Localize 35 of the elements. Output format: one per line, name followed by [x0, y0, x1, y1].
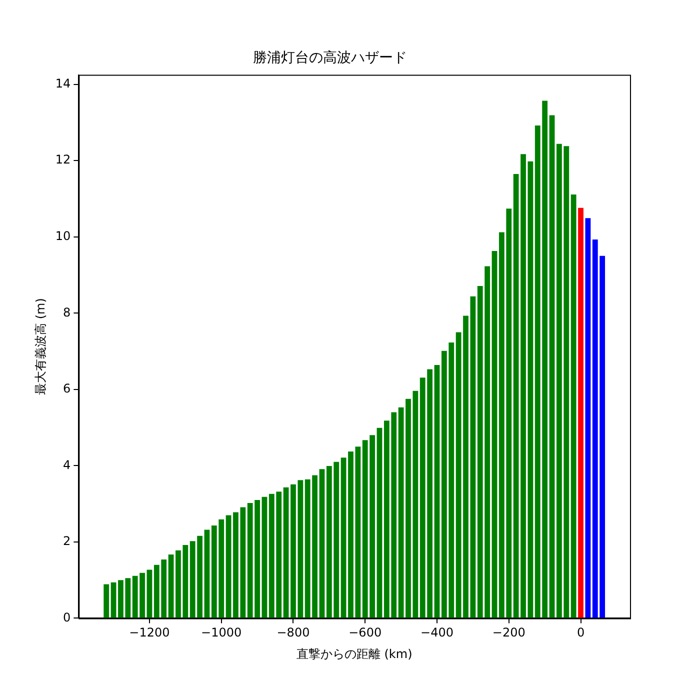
bar	[578, 208, 584, 618]
bar	[340, 458, 346, 618]
x-tick-label: 0	[576, 626, 585, 640]
bar	[492, 250, 498, 618]
bar	[376, 428, 382, 618]
bar	[262, 496, 268, 618]
bar	[585, 218, 591, 618]
bar	[549, 115, 555, 618]
x-tick-label: −800	[276, 626, 310, 640]
x-tick-label: −200	[492, 626, 526, 640]
bar	[104, 584, 110, 618]
x-tick-label: −1200	[129, 626, 170, 640]
bar	[168, 554, 174, 618]
bar	[570, 194, 576, 618]
y-tick-label: 2	[63, 534, 71, 548]
y-tick-label: 0	[63, 610, 71, 624]
bar	[319, 469, 325, 618]
x-axis-title: 直撃からの距離 (km)	[296, 646, 412, 661]
y-tick-label: 8	[63, 305, 71, 320]
y-tick-label: 6	[63, 382, 71, 396]
x-tick-label: −1000	[201, 626, 242, 640]
bar	[283, 487, 289, 618]
y-tick-label: 14	[55, 76, 71, 90]
bar	[204, 530, 210, 618]
chart-title: 勝浦灯台の高波ハザード	[253, 50, 407, 66]
y-axis-title: 最大有義波高 (m)	[33, 298, 48, 395]
y-tick-label: 12	[55, 152, 71, 167]
y-tick-label: 10	[55, 228, 71, 243]
bar	[226, 515, 232, 618]
bar	[110, 582, 116, 618]
bar	[434, 364, 440, 618]
bar	[146, 570, 152, 618]
y-tick-label: 4	[63, 458, 71, 472]
x-tick-label: −400	[420, 626, 454, 640]
x-tick-label: −600	[348, 626, 382, 640]
